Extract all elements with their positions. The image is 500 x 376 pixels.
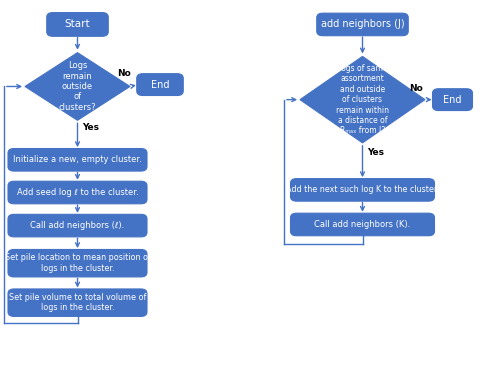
Text: Call add neighbors (K).: Call add neighbors (K).	[314, 220, 410, 229]
Text: Yes: Yes	[368, 148, 384, 157]
Text: End: End	[444, 95, 462, 105]
FancyBboxPatch shape	[317, 13, 408, 36]
Text: add neighbors (J): add neighbors (J)	[320, 20, 404, 29]
FancyBboxPatch shape	[8, 250, 147, 277]
Text: Set pile location to mean position of
logs in the cluster.: Set pile location to mean position of lo…	[4, 253, 150, 273]
Text: Call add neighbors (ℓ).: Call add neighbors (ℓ).	[30, 221, 124, 230]
FancyBboxPatch shape	[8, 289, 147, 317]
FancyBboxPatch shape	[8, 149, 147, 171]
Text: Add seed log ℓ to the cluster.: Add seed log ℓ to the cluster.	[16, 188, 138, 197]
Text: Initialize a new, empty cluster.: Initialize a new, empty cluster.	[13, 155, 142, 164]
Polygon shape	[25, 53, 130, 120]
Text: Logs
remain
outside
of
clusters?: Logs remain outside of clusters?	[58, 61, 96, 112]
Text: Set pile volume to total volume of
logs in the cluster.: Set pile volume to total volume of logs …	[9, 293, 146, 312]
FancyBboxPatch shape	[47, 12, 108, 36]
Text: Logs of same
assortment
and outside
of clusters
remain within
a distance of
Rₘₐₓ: Logs of same assortment and outside of c…	[336, 64, 389, 135]
FancyBboxPatch shape	[290, 213, 434, 236]
Text: Start: Start	[64, 20, 90, 29]
Text: Yes: Yes	[82, 123, 100, 132]
Text: End: End	[151, 80, 169, 89]
Polygon shape	[300, 56, 425, 143]
FancyBboxPatch shape	[8, 181, 147, 204]
FancyBboxPatch shape	[432, 89, 472, 111]
Text: No: No	[409, 84, 423, 93]
FancyBboxPatch shape	[8, 214, 147, 237]
Text: Add the next such log K to the cluster.: Add the next such log K to the cluster.	[286, 185, 439, 194]
FancyBboxPatch shape	[290, 179, 434, 201]
FancyBboxPatch shape	[137, 74, 184, 96]
Text: No: No	[118, 69, 131, 78]
